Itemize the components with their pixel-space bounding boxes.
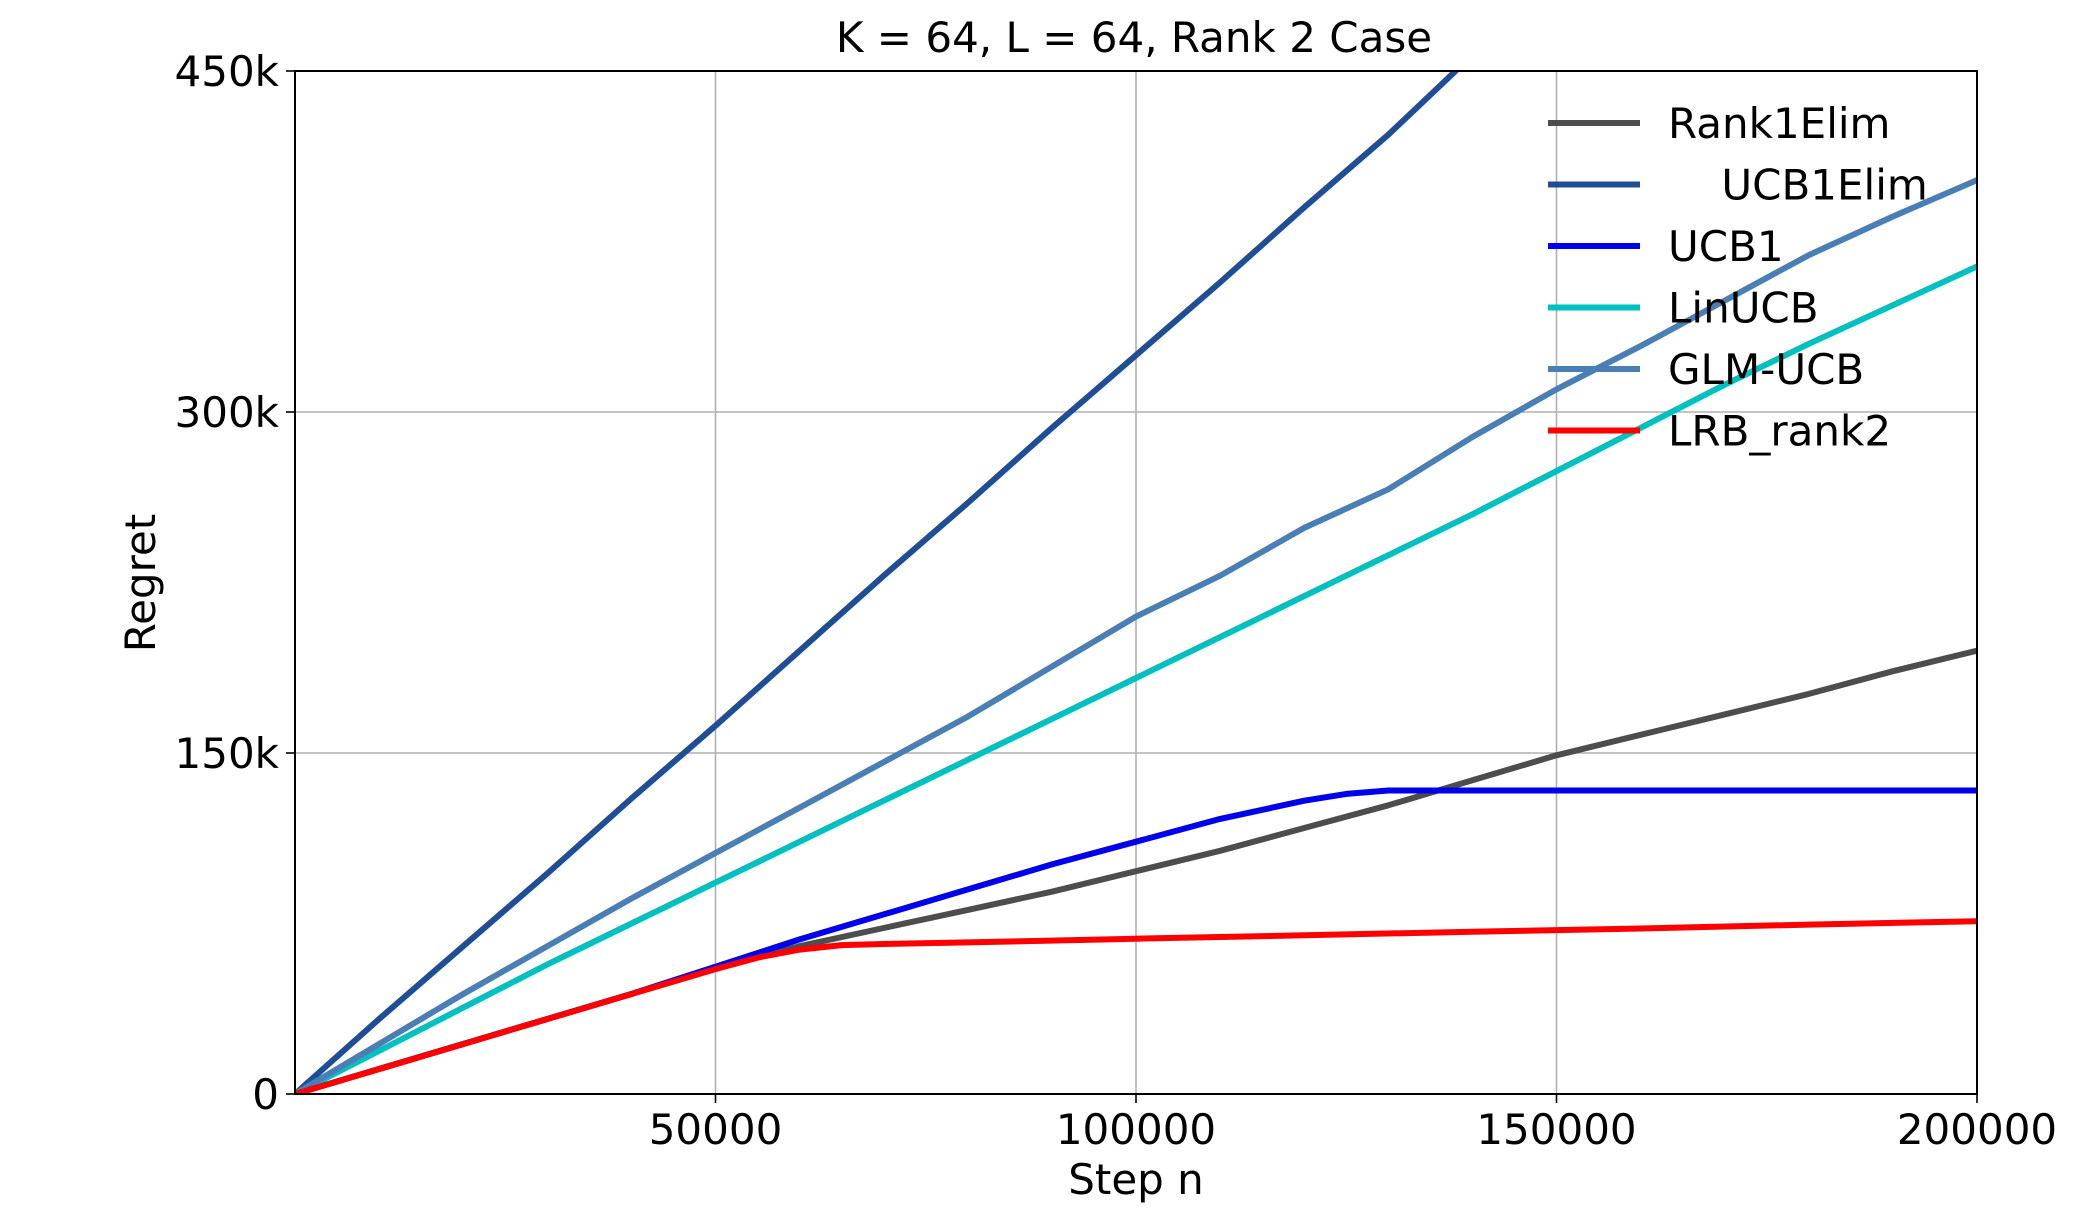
y-tick-label: 150k [175,729,280,778]
legend-label-ucb1elim: UCB1Elim [1668,161,1928,210]
y-tick-label: 300k [175,388,280,437]
series-lines [295,71,1977,1094]
ticks: 50000 100000 150000 200000 0 150k 300k 450k [175,47,2058,1154]
chart-title: K = 64, L = 64, Rank 2 Case [836,13,1432,62]
series-line-glm-ucb [295,177,1977,1094]
legend-label-linucb: LinUCB [1668,284,1819,333]
legend-label-rank1elim: Rank1Elim [1668,99,1890,148]
x-tick-label: 150000 [1476,1105,1636,1154]
series-line-linucb [295,263,1977,1094]
legend: Rank1Elim UCB1Elim UCB1 LinUCB GLM-UCB LRB_r… [1548,99,1928,456]
x-tick-label: 50000 [649,1105,783,1154]
x-tick-label: 100000 [1056,1105,1216,1154]
y-tick-label: 0 [252,1070,279,1119]
series-line-ucb1elim [295,71,1459,1094]
legend-label-glm-ucb: GLM-UCB [1668,345,1864,394]
legend-label-lrb-rank2: LRB_rank2 [1668,407,1891,456]
x-tick-label: 200000 [1897,1105,2057,1154]
legend-label-ucb1: UCB1 [1668,222,1784,271]
x-axis-label: Step n [1068,1155,1204,1204]
y-tick-label: 450k [175,47,280,96]
series-line-lrb-rank2 [295,918,1977,1094]
y-axis-label: Regret [116,514,165,652]
